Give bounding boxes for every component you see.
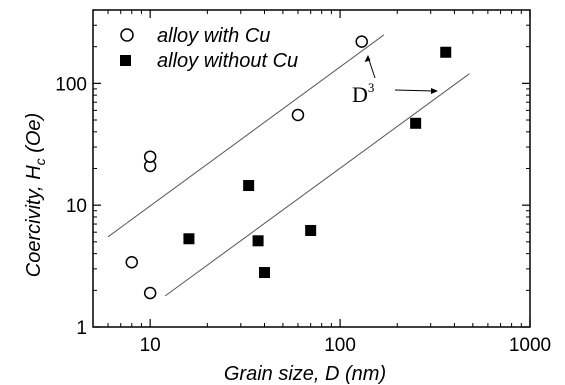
point-with-cu (355, 35, 368, 48)
point-without-cu (305, 224, 317, 236)
x-tick-label: 10 (140, 335, 161, 356)
annotation-arrowhead-lower (431, 88, 438, 94)
y-tick-label: 1 (76, 318, 87, 339)
fit-line-1 (107, 34, 385, 238)
point-with-cu (143, 286, 157, 300)
annotation-exponent: 3 (368, 80, 375, 95)
annotation-arrowhead-upper (364, 55, 371, 62)
fit-line-2 (164, 73, 470, 297)
point-without-cu (243, 180, 255, 192)
y-axis-title-main: Coercivity, H (23, 165, 45, 277)
y-tick-label: 100 (55, 74, 87, 95)
y-axis-title-unit: (Oe) (23, 113, 45, 159)
legend-label-with-cu: alloy with Cu (157, 25, 270, 47)
d-cubed-annotation: D3 (352, 55, 438, 107)
annotation-arrow-lower (394, 89, 435, 92)
point-without-cu (183, 233, 195, 245)
x-tick-label: 1000 (509, 335, 551, 356)
axis-ticks (92, 9, 531, 328)
point-with-cu (291, 108, 305, 122)
fit-lines (107, 34, 470, 297)
point-without-cu (259, 267, 271, 279)
point-without-cu (252, 235, 264, 247)
point-without-cu (410, 117, 422, 129)
legend: alloy with Cu alloy without Cu (120, 25, 298, 72)
x-axis-title: Grain size, D (nm) (224, 363, 386, 385)
point-with-cu (125, 256, 139, 269)
point-with-cu (143, 150, 157, 163)
annotation-label: D3 (352, 80, 374, 107)
point-without-cu (440, 46, 452, 58)
x-tick-label: 100 (324, 335, 356, 356)
y-axis-title-subscript: c (32, 158, 48, 165)
legend-marker-with-cu (120, 28, 134, 42)
legend-label-without-cu: alloy without Cu (157, 50, 298, 72)
tick-labels: 10 100 1000 1 10 100 (55, 74, 551, 356)
y-tick-label: 10 (66, 196, 87, 217)
data-markers (125, 35, 452, 300)
annotation-base: D (352, 82, 368, 107)
legend-marker-without-cu (120, 55, 131, 66)
y-axis-title: Coercivity, Hc (Oe) (23, 113, 48, 277)
